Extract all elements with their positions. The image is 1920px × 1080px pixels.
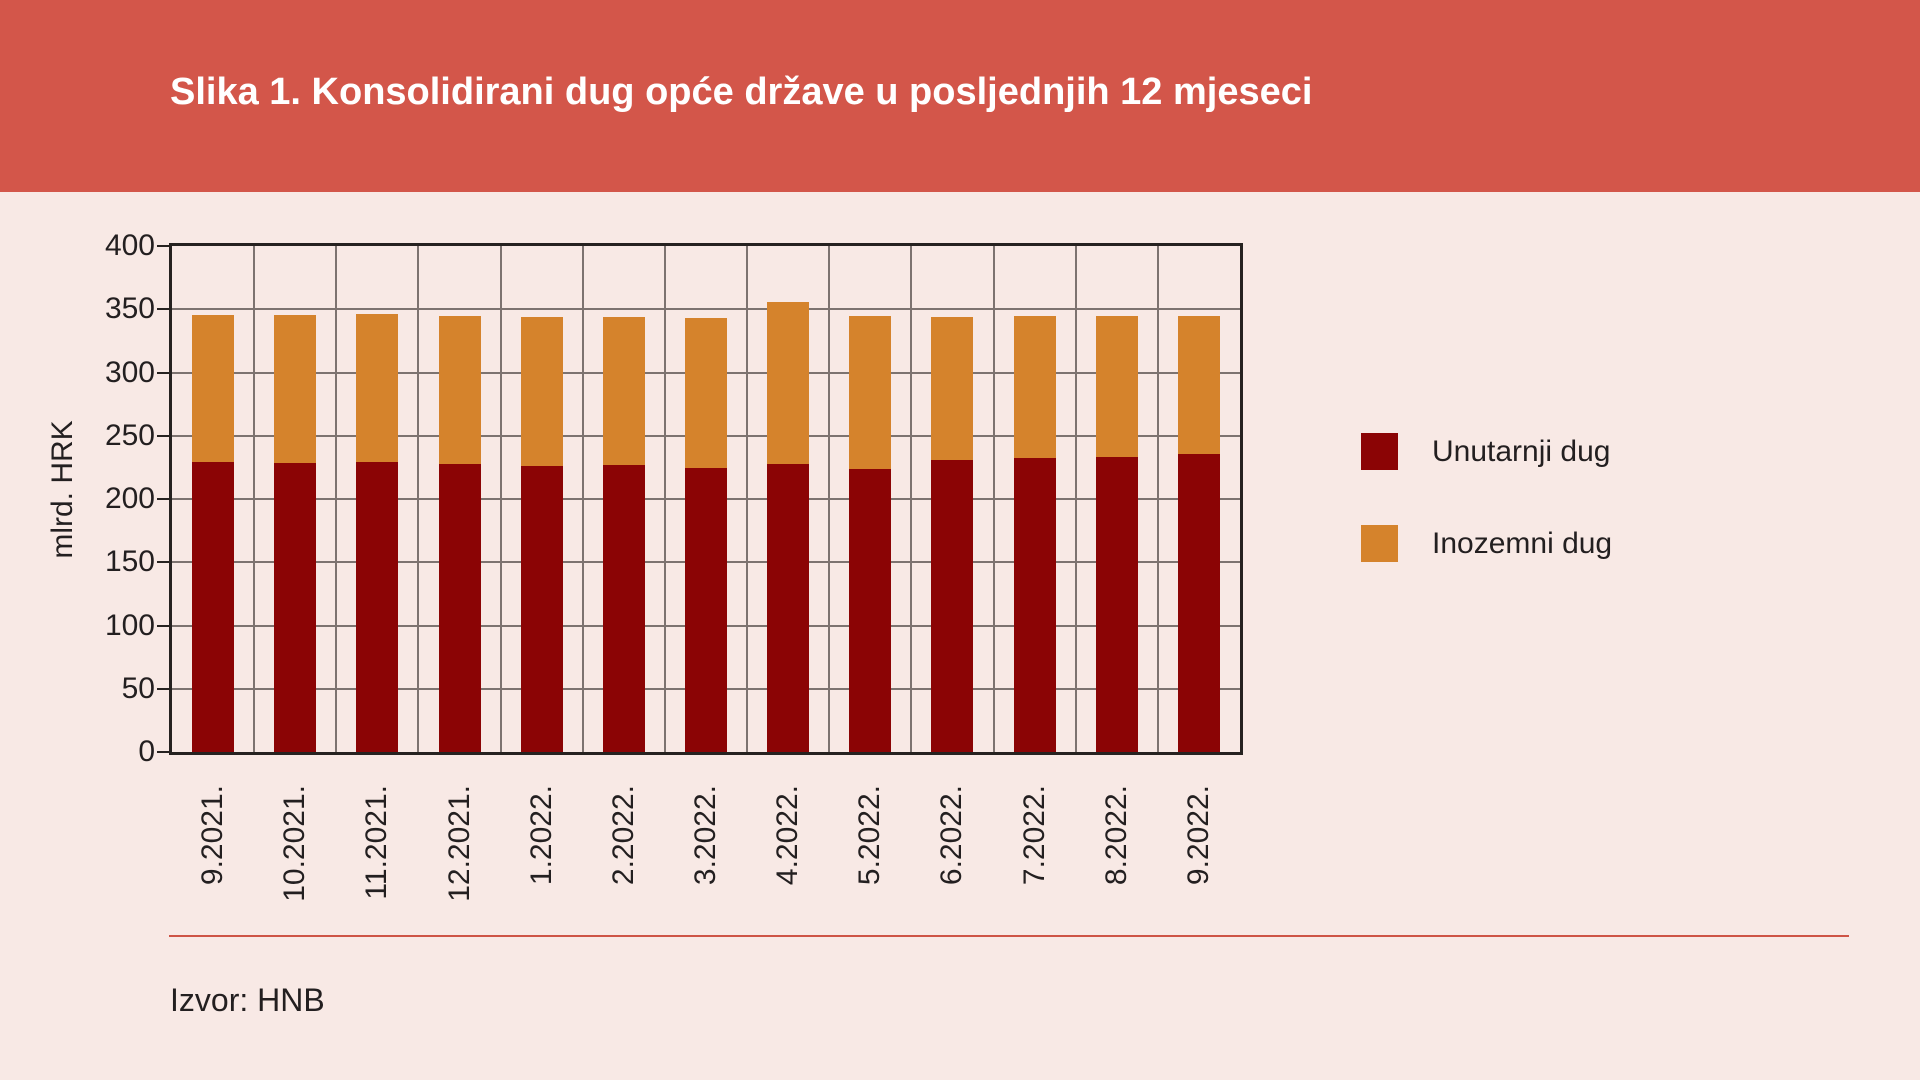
bar-segment-internal bbox=[849, 468, 892, 752]
bar-segment-external bbox=[931, 316, 974, 461]
v-gridline bbox=[1156, 246, 1159, 752]
bar-stack bbox=[356, 314, 399, 752]
bar-segment-internal bbox=[931, 460, 974, 752]
v-gridline bbox=[992, 246, 995, 752]
bar-stack bbox=[849, 316, 892, 752]
bar-stack bbox=[602, 316, 645, 752]
bar-segment-external bbox=[767, 301, 810, 464]
v-gridline bbox=[581, 246, 584, 752]
legend-item: Inozemni dug bbox=[1361, 525, 1612, 562]
bar-segment-internal bbox=[438, 464, 481, 752]
y-tick-mark bbox=[157, 751, 169, 753]
y-tick-label: 250 bbox=[104, 418, 155, 452]
bar-stack bbox=[274, 315, 317, 752]
v-gridline bbox=[828, 246, 831, 752]
h-gridline bbox=[172, 308, 1240, 311]
x-tick-label: 7.2022. bbox=[1017, 785, 1051, 886]
legend-label: Unutarnji dug bbox=[1432, 434, 1611, 468]
bar-segment-external bbox=[192, 314, 235, 463]
bar-stack bbox=[1013, 315, 1056, 752]
y-tick-mark bbox=[157, 308, 169, 311]
v-gridline bbox=[1074, 246, 1077, 752]
y-tick-mark bbox=[157, 245, 169, 247]
bar-segment-internal bbox=[1177, 454, 1220, 752]
x-tick-label: 3.2022. bbox=[689, 785, 722, 886]
figure-title: Slika 1. Konsolidirani dug opće države u… bbox=[170, 71, 1313, 113]
bar-stack bbox=[1177, 316, 1220, 752]
y-tick-label: 150 bbox=[104, 545, 155, 579]
bar-segment-external bbox=[685, 318, 727, 468]
v-gridline bbox=[499, 246, 502, 752]
bar-segment-internal bbox=[520, 465, 563, 752]
legend-item: Unutarnji dug bbox=[1361, 433, 1612, 470]
x-tick-label: 6.2022. bbox=[935, 785, 969, 886]
bar-segment-external bbox=[1013, 315, 1056, 458]
header-band: Slika 1. Konsolidirani dug opće države u… bbox=[0, 0, 1920, 192]
x-tick-label: 8.2022. bbox=[1099, 785, 1133, 886]
y-tick-label: 400 bbox=[104, 229, 155, 262]
bar-segment-external bbox=[1095, 315, 1138, 457]
bar-segment-external bbox=[849, 316, 892, 469]
legend: Unutarnji dug Inozemni dug bbox=[1361, 433, 1612, 617]
x-tick-label: 5.2022. bbox=[853, 785, 887, 886]
x-tick-label: 4.2022. bbox=[771, 785, 805, 886]
bar-segment-external bbox=[602, 316, 645, 466]
y-tick-label: 300 bbox=[104, 355, 155, 389]
v-gridline bbox=[663, 246, 666, 752]
bar-segment-internal bbox=[767, 463, 810, 752]
y-tick-mark bbox=[157, 561, 169, 564]
x-tick-label: 9.2022. bbox=[1181, 785, 1215, 886]
y-tick-label: 50 bbox=[121, 671, 155, 705]
bar-stack bbox=[931, 316, 974, 752]
y-tick-label: 0 bbox=[138, 735, 155, 768]
bar-stack bbox=[520, 317, 563, 752]
bar-segment-internal bbox=[1095, 456, 1138, 752]
y-tick-mark bbox=[157, 624, 169, 627]
x-tick-label: 12.2021. bbox=[442, 785, 476, 902]
v-gridline bbox=[417, 246, 420, 752]
bar-segment-internal bbox=[685, 467, 727, 752]
source-divider bbox=[169, 935, 1849, 937]
bar-stack bbox=[685, 318, 727, 752]
v-gridline bbox=[746, 246, 749, 752]
y-tick-label: 350 bbox=[104, 292, 155, 326]
y-tick-label: 200 bbox=[104, 482, 155, 515]
bar-segment-internal bbox=[356, 461, 399, 752]
bar-segment-external bbox=[274, 315, 317, 463]
bar-segment-external bbox=[520, 317, 563, 466]
bar-segment-external bbox=[356, 314, 399, 462]
plot-area bbox=[169, 243, 1243, 755]
x-tick-label: 11.2021. bbox=[360, 785, 394, 900]
y-tick-mark bbox=[157, 498, 169, 500]
x-tick-label: 10.2021. bbox=[278, 785, 312, 902]
bar-segment-external bbox=[1177, 316, 1220, 455]
bar-segment-internal bbox=[192, 462, 235, 752]
bar-segment-external bbox=[438, 316, 481, 465]
y-tick-mark bbox=[157, 434, 169, 437]
bar-segment-internal bbox=[274, 462, 317, 752]
source-text: Izvor: HNB bbox=[170, 982, 325, 1018]
y-tick-mark bbox=[157, 687, 169, 690]
x-tick-label: 2.2022. bbox=[606, 785, 640, 886]
v-gridline bbox=[910, 246, 913, 752]
bar-segment-internal bbox=[1013, 457, 1056, 752]
bar-segment-internal bbox=[602, 465, 645, 752]
legend-swatch-external-debt bbox=[1361, 525, 1398, 562]
y-tick-mark bbox=[157, 371, 169, 374]
bar-stack bbox=[438, 316, 481, 752]
legend-swatch-internal-debt bbox=[1361, 433, 1398, 470]
legend-label: Inozemni dug bbox=[1432, 526, 1613, 560]
bar-stack bbox=[767, 301, 810, 752]
v-gridline bbox=[253, 246, 256, 752]
bar-stack bbox=[192, 314, 235, 752]
x-tick-label: 9.2021. bbox=[196, 785, 230, 886]
y-tick-label: 100 bbox=[104, 608, 155, 642]
v-gridline bbox=[335, 246, 338, 752]
x-tick-label: 1.2022. bbox=[524, 785, 558, 886]
bar-stack bbox=[1095, 315, 1138, 752]
